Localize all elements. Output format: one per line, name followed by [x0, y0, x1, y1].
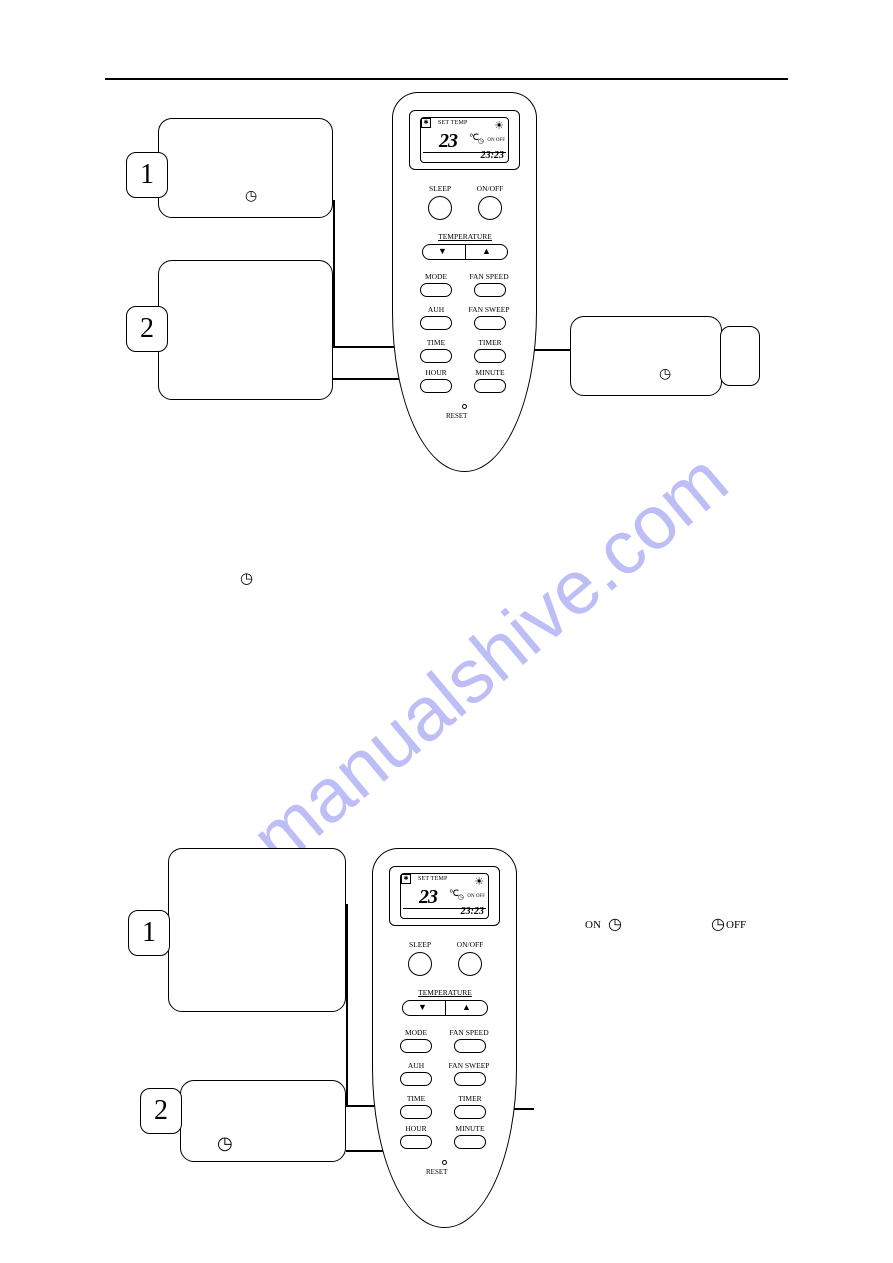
- mode-button[interactable]: [420, 283, 452, 297]
- sun-icon: ☀: [494, 119, 504, 132]
- reset-label: RESET: [446, 412, 467, 420]
- timer-label: TIMER: [470, 338, 510, 347]
- step-number-1: 1: [126, 152, 168, 198]
- lcd-temp-value: 23: [419, 886, 437, 909]
- temperature-label: TEMPERATURE: [402, 988, 488, 997]
- timer-label: TIMER: [450, 1094, 490, 1103]
- arrow-up-icon: ▲: [482, 246, 491, 256]
- clock-icon: ◷: [245, 189, 257, 206]
- remote-control: ✱ SET TEMP ☀ 23 ℃ ◷ ON OFF 23:23 SLEEP O…: [392, 92, 537, 472]
- mode-label: MODE: [416, 272, 456, 281]
- lcd-time: 23:23: [481, 150, 504, 161]
- fansweep-label: FAN SWEEP: [464, 305, 514, 314]
- minute-button[interactable]: [474, 379, 506, 393]
- lcd-screen: ✱ SET TEMP ☀ 23 ℃ ◷ ON OFF 23:23: [409, 110, 520, 170]
- sun-icon: ☀: [474, 875, 484, 888]
- callout-box-2: ◷: [180, 1080, 346, 1162]
- off-label: OFF: [726, 919, 746, 931]
- fansweep-label: FAN SWEEP: [444, 1061, 494, 1070]
- callout-box-right: ◷: [570, 316, 722, 396]
- hour-button[interactable]: [420, 379, 452, 393]
- minute-label: MINUTE: [448, 1124, 492, 1133]
- clock-icon: ◷: [478, 137, 484, 145]
- callout-right-tab: [720, 326, 760, 386]
- mode-button[interactable]: [400, 1039, 432, 1053]
- fansweep-button[interactable]: [474, 316, 506, 330]
- temperature-sep: [465, 244, 466, 260]
- lcd-temp-value: 23: [439, 130, 457, 153]
- arrow-down-icon: ▼: [418, 1002, 427, 1012]
- sleep-label: SLEEP: [400, 940, 440, 949]
- timer-button[interactable]: [474, 349, 506, 363]
- reset-button[interactable]: [442, 1160, 447, 1165]
- onoff-button[interactable]: [458, 952, 482, 976]
- callout-box-2: [158, 260, 333, 400]
- arrow-down-icon: ▼: [438, 246, 447, 256]
- time-button[interactable]: [400, 1105, 432, 1119]
- callout-box-1: [168, 848, 346, 1012]
- lcd-settemp-label: SET TEMP: [418, 876, 448, 882]
- temperature-group: TEMPERATURE ▼ ▲: [402, 990, 488, 1012]
- connector: [333, 200, 335, 348]
- clock-icon: ◷: [608, 914, 622, 934]
- auh-label: AUH: [396, 1061, 436, 1070]
- fanspeed-label: FAN SPEED: [464, 272, 514, 281]
- step-number-2: 2: [126, 306, 168, 352]
- top-rule: [105, 78, 788, 80]
- auh-label: AUH: [416, 305, 456, 314]
- lcd-onoff: ON OFF: [467, 894, 485, 899]
- clock-icon: ◷: [659, 367, 671, 384]
- temperature-label: TEMPERATURE: [422, 232, 508, 241]
- time-label: TIME: [416, 338, 456, 347]
- step-number-1: 1: [128, 910, 170, 956]
- remote-control: ✱ SET TEMP ☀ 23 ℃ ◷ ON OFF 23:23 SLEEP O…: [372, 848, 517, 1228]
- sleep-button[interactable]: [408, 952, 432, 976]
- clock-icon: ◷: [458, 893, 464, 901]
- hour-label: HOUR: [416, 368, 456, 377]
- auh-button[interactable]: [400, 1072, 432, 1086]
- arrow-up-icon: ▲: [462, 1002, 471, 1012]
- clock-icon: ◷: [711, 914, 725, 934]
- callout-box-1: ◷: [158, 118, 333, 218]
- on-label: ON: [585, 919, 601, 931]
- fanspeed-button[interactable]: [454, 1039, 486, 1053]
- lcd-settemp-label: SET TEMP: [438, 120, 468, 126]
- onoff-button[interactable]: [478, 196, 502, 220]
- inline-clock-icon: ◷: [240, 568, 253, 591]
- sleep-label: SLEEP: [420, 184, 460, 193]
- lcd-inner: ✱ SET TEMP ☀ 23 ℃ ◷ ON OFF 23:23: [420, 117, 509, 163]
- hour-button[interactable]: [400, 1135, 432, 1149]
- onoff-label: ON/OFF: [470, 184, 510, 193]
- fanspeed-button[interactable]: [474, 283, 506, 297]
- lcd-screen: ✱ SET TEMP ☀ 23 ℃ ◷ ON OFF 23:23: [389, 866, 500, 926]
- connector: [346, 904, 348, 1107]
- step-number-2: 2: [140, 1088, 182, 1134]
- fanspeed-label: FAN SPEED: [444, 1028, 494, 1037]
- time-label: TIME: [396, 1094, 436, 1103]
- hour-label: HOUR: [396, 1124, 436, 1133]
- fan-icon: ✱: [421, 118, 431, 128]
- clock-icon: ◷: [217, 1133, 233, 1155]
- fansweep-button[interactable]: [454, 1072, 486, 1086]
- lcd-time: 23:23: [461, 906, 484, 917]
- lcd-onoff: ON OFF: [487, 138, 505, 143]
- reset-label: RESET: [426, 1168, 447, 1176]
- minute-label: MINUTE: [468, 368, 512, 377]
- fan-icon: ✱: [401, 874, 411, 884]
- auh-button[interactable]: [420, 316, 452, 330]
- mode-label: MODE: [396, 1028, 436, 1037]
- onoff-label: ON/OFF: [450, 940, 490, 949]
- time-button[interactable]: [420, 349, 452, 363]
- lcd-inner: ✱ SET TEMP ☀ 23 ℃ ◷ ON OFF 23:23: [400, 873, 489, 919]
- temperature-group: TEMPERATURE ▼ ▲: [422, 234, 508, 256]
- temperature-sep: [445, 1000, 446, 1016]
- minute-button[interactable]: [454, 1135, 486, 1149]
- timer-button[interactable]: [454, 1105, 486, 1119]
- sleep-button[interactable]: [428, 196, 452, 220]
- reset-button[interactable]: [462, 404, 467, 409]
